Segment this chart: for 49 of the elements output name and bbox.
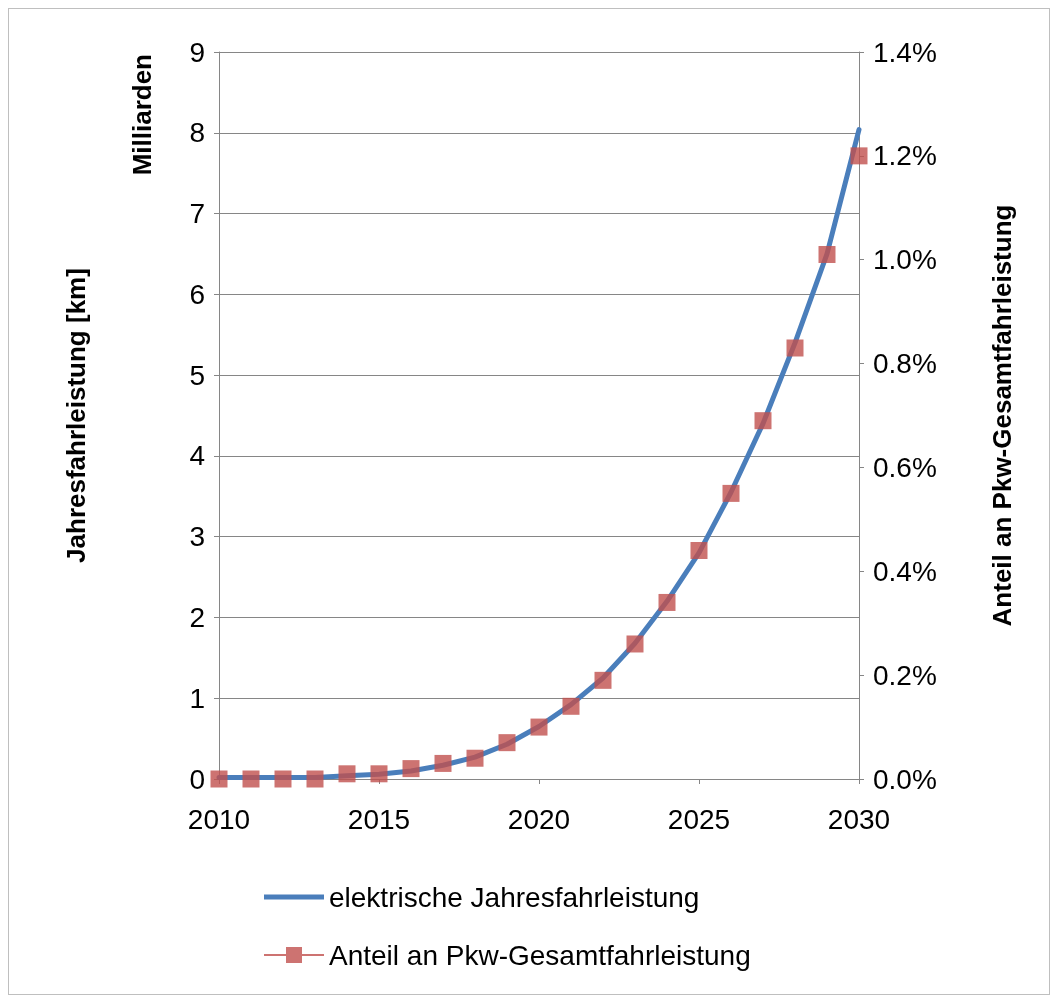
point [466,749,484,767]
y-tick-label: 0 [189,763,205,795]
x-tick-label: 2025 [667,803,731,835]
x-tick-label: 2015 [347,803,411,835]
y-tick-label: 4 [189,440,205,472]
point [786,339,804,357]
point [498,734,516,752]
point [594,671,612,689]
point [434,754,452,772]
y2-tick-label: 1.0% [873,244,937,276]
y-tick-label: 8 [189,117,205,149]
point [530,718,548,736]
y-tick-label: 9 [189,36,205,68]
point [306,770,324,788]
point [562,697,580,715]
point [274,770,292,788]
y-tick-label: 6 [189,278,205,310]
y2-tick-label: 0.0% [873,763,937,795]
y-axis-title: Jahresfahrleistung [km] [61,268,91,563]
y-tick-label: 1 [189,682,205,714]
point [850,147,868,165]
point [370,765,388,783]
y2-tick-label: 0.2% [873,659,937,691]
point [338,765,356,783]
legend-label: Anteil an Pkw-Gesamtfahrleistung [329,939,751,971]
y2-tick-label: 0.4% [873,555,937,587]
y2-tick-label: 0.8% [873,348,937,380]
x-tick-label: 2030 [827,803,891,835]
x-tick-label: 2020 [507,803,571,835]
point [626,635,644,653]
point [754,412,772,430]
y2-tick-label: 0.6% [873,451,937,483]
point [210,770,228,788]
point [402,760,420,778]
legend-label: elektrische Jahresfahrleistung [329,881,700,913]
point [658,593,676,611]
y-tick-label: 7 [189,198,205,230]
y-tick-label: 3 [189,521,205,553]
point [690,542,708,560]
point [242,770,260,788]
y2-tick-label: 1.2% [873,140,937,172]
y-tick-label: 2 [189,601,205,633]
point [722,484,740,502]
y-tick-label: 5 [189,359,205,391]
x-tick-label: 2010 [187,803,251,835]
y2-tick-label: 1.4% [873,36,937,68]
text: Milliarden [127,54,157,176]
y2-axis-title: Anteil an Pkw-Gesamtfahrleistung [987,204,1017,627]
point [818,246,836,264]
